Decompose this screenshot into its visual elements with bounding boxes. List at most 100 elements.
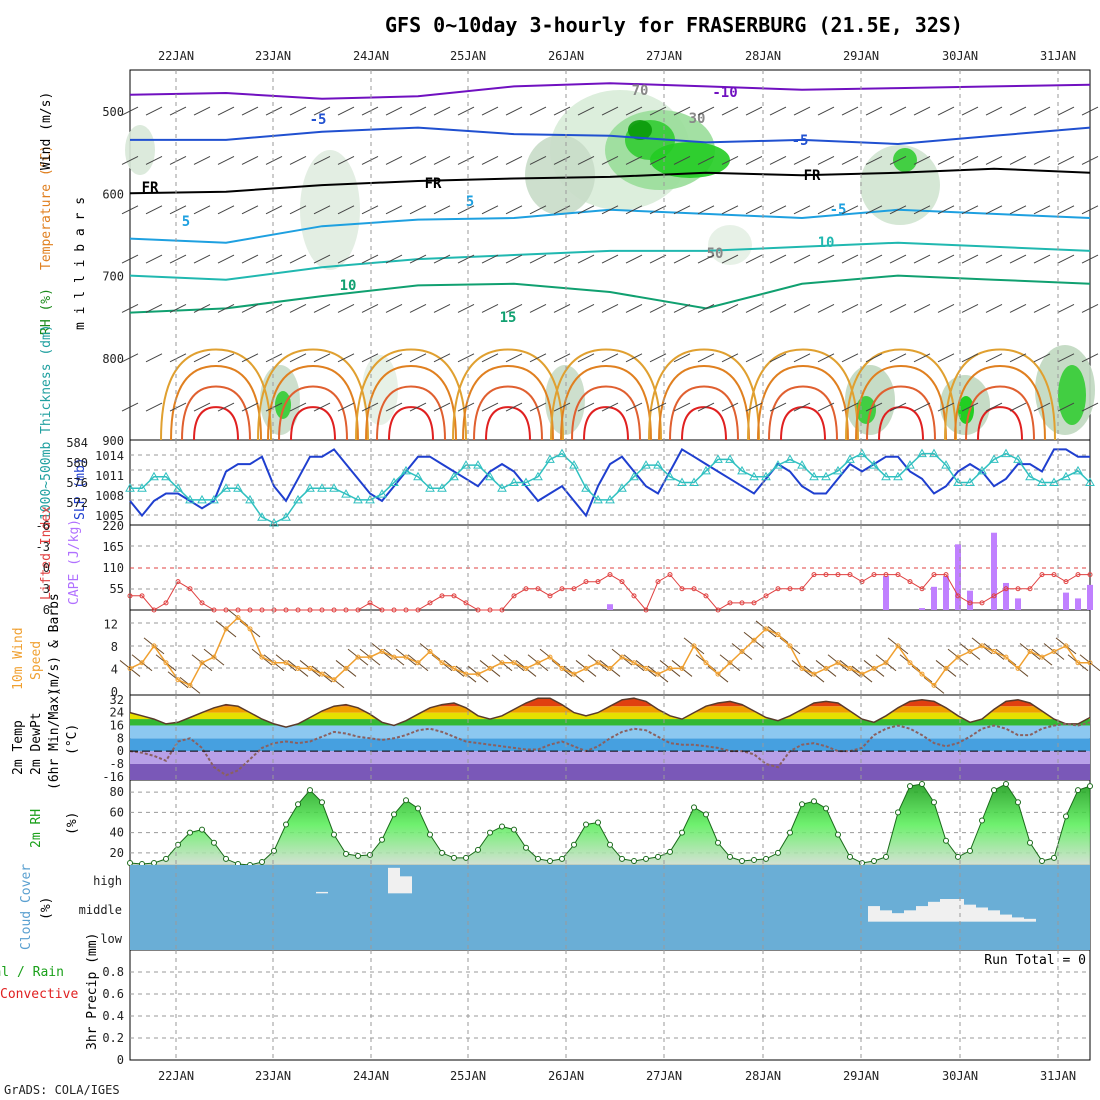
wind-barb — [337, 254, 355, 264]
wind-barb — [841, 353, 859, 363]
wind-barb — [193, 205, 211, 215]
contour-label: 30 — [689, 111, 706, 127]
wind-barb — [265, 353, 283, 363]
wind-barb — [913, 254, 931, 264]
rh-marker — [343, 850, 349, 857]
wind-barb — [961, 155, 979, 165]
contour-label: -5 — [792, 133, 809, 149]
day-gridlines — [175, 70, 1059, 1060]
thickness-marker — [317, 483, 327, 492]
wind-barb — [289, 303, 307, 313]
wind-barb — [553, 303, 571, 313]
wind-barb — [841, 303, 859, 313]
wind-marker — [775, 632, 781, 638]
wind-marker — [943, 665, 949, 671]
wind-barb — [577, 353, 595, 363]
upper-wind-barbs — [121, 106, 1099, 412]
date-axis: 22JAN 22JAN 23JAN 23JAN 24JAN 24JAN 25JAN 25JAN… — [158, 49, 1076, 1083]
wind-barb — [337, 303, 355, 313]
temp-band — [130, 719, 1090, 726]
thickness-marker — [929, 448, 939, 458]
rh-marker — [475, 846, 481, 853]
thickness-marker — [221, 483, 231, 492]
wind-marker — [907, 660, 913, 666]
li-marker — [931, 572, 937, 578]
wind-barb — [121, 254, 139, 264]
wind-barb — [1009, 402, 1027, 412]
wind-marker — [367, 654, 373, 660]
wind-barb — [985, 155, 1003, 165]
li-marker — [451, 593, 457, 599]
rh-marker — [391, 811, 397, 818]
wind-barb — [577, 303, 595, 313]
wind-barb — [529, 106, 547, 116]
contour-label: 5 — [466, 194, 474, 210]
rh-marker — [271, 847, 277, 854]
warm-isotherm — [669, 385, 739, 441]
wind-marker — [427, 649, 433, 654]
wind-marker — [415, 660, 421, 666]
thickness-marker — [845, 454, 855, 463]
cloud-block — [1012, 917, 1024, 922]
wind-barb — [385, 402, 403, 412]
wind-barb — [769, 303, 787, 313]
wind-barb — [1033, 402, 1051, 412]
wind-barb — [1033, 155, 1051, 165]
wind-barb — [937, 353, 955, 363]
rh-marker — [535, 855, 541, 862]
thickness-marker — [605, 494, 615, 504]
cape-bar — [883, 576, 889, 610]
date-label-top: 23JAN — [255, 49, 291, 63]
rh-contour-fills — [125, 90, 1095, 435]
wind-barb — [625, 353, 643, 363]
date-label-top: 22JAN — [158, 49, 194, 63]
li-marker — [763, 593, 769, 599]
wind-barb — [433, 353, 451, 363]
wind-barb — [1033, 353, 1051, 363]
date-label-top: 24JAN — [353, 49, 389, 63]
li-marker — [619, 579, 625, 585]
li-marker — [475, 607, 481, 613]
wind-barb — [1057, 254, 1075, 264]
wind-barb — [505, 254, 523, 264]
thickness-marker — [749, 471, 759, 481]
wind-barb — [553, 155, 571, 165]
slp-tick: 1008 — [95, 489, 124, 503]
li-marker — [859, 579, 865, 585]
wind-barb — [601, 303, 619, 313]
li-marker — [823, 572, 829, 578]
rh-marker — [295, 801, 301, 808]
wind-barb — [697, 254, 715, 264]
temp-band — [130, 763, 1090, 780]
wind-barb — [1081, 205, 1099, 215]
li-marker — [415, 607, 421, 613]
thickness-marker — [1025, 471, 1035, 481]
thickness-tick: 580 — [66, 456, 88, 470]
wind-barb — [457, 303, 475, 313]
wind-marker — [295, 665, 301, 671]
contour-label: 70 — [632, 83, 649, 99]
wind-barb — [313, 402, 331, 412]
warm-isotherm — [267, 364, 359, 441]
date-label-bottom: 22JAN — [158, 1069, 194, 1083]
wind-barb — [865, 155, 883, 165]
rh-marker — [523, 844, 529, 851]
rh-blob — [958, 396, 974, 424]
thickness-marker — [641, 460, 651, 469]
cape-bar — [919, 608, 925, 610]
li-tick: 3 — [43, 582, 50, 596]
rh-marker — [727, 853, 733, 860]
rh-marker — [187, 829, 193, 836]
wind-barb — [145, 205, 163, 215]
wind-barb — [745, 106, 763, 116]
wind-marker — [331, 677, 337, 683]
rh-marker — [379, 836, 385, 843]
li-marker — [571, 586, 577, 592]
li-marker — [379, 607, 385, 613]
wind-barb — [841, 402, 859, 412]
date-label-bottom: 28JAN — [745, 1069, 781, 1083]
precip-label-1: Total / Rain — [0, 965, 64, 980]
thickness-marker — [545, 454, 555, 463]
li-marker — [631, 593, 637, 599]
wind-barb — [889, 353, 907, 363]
